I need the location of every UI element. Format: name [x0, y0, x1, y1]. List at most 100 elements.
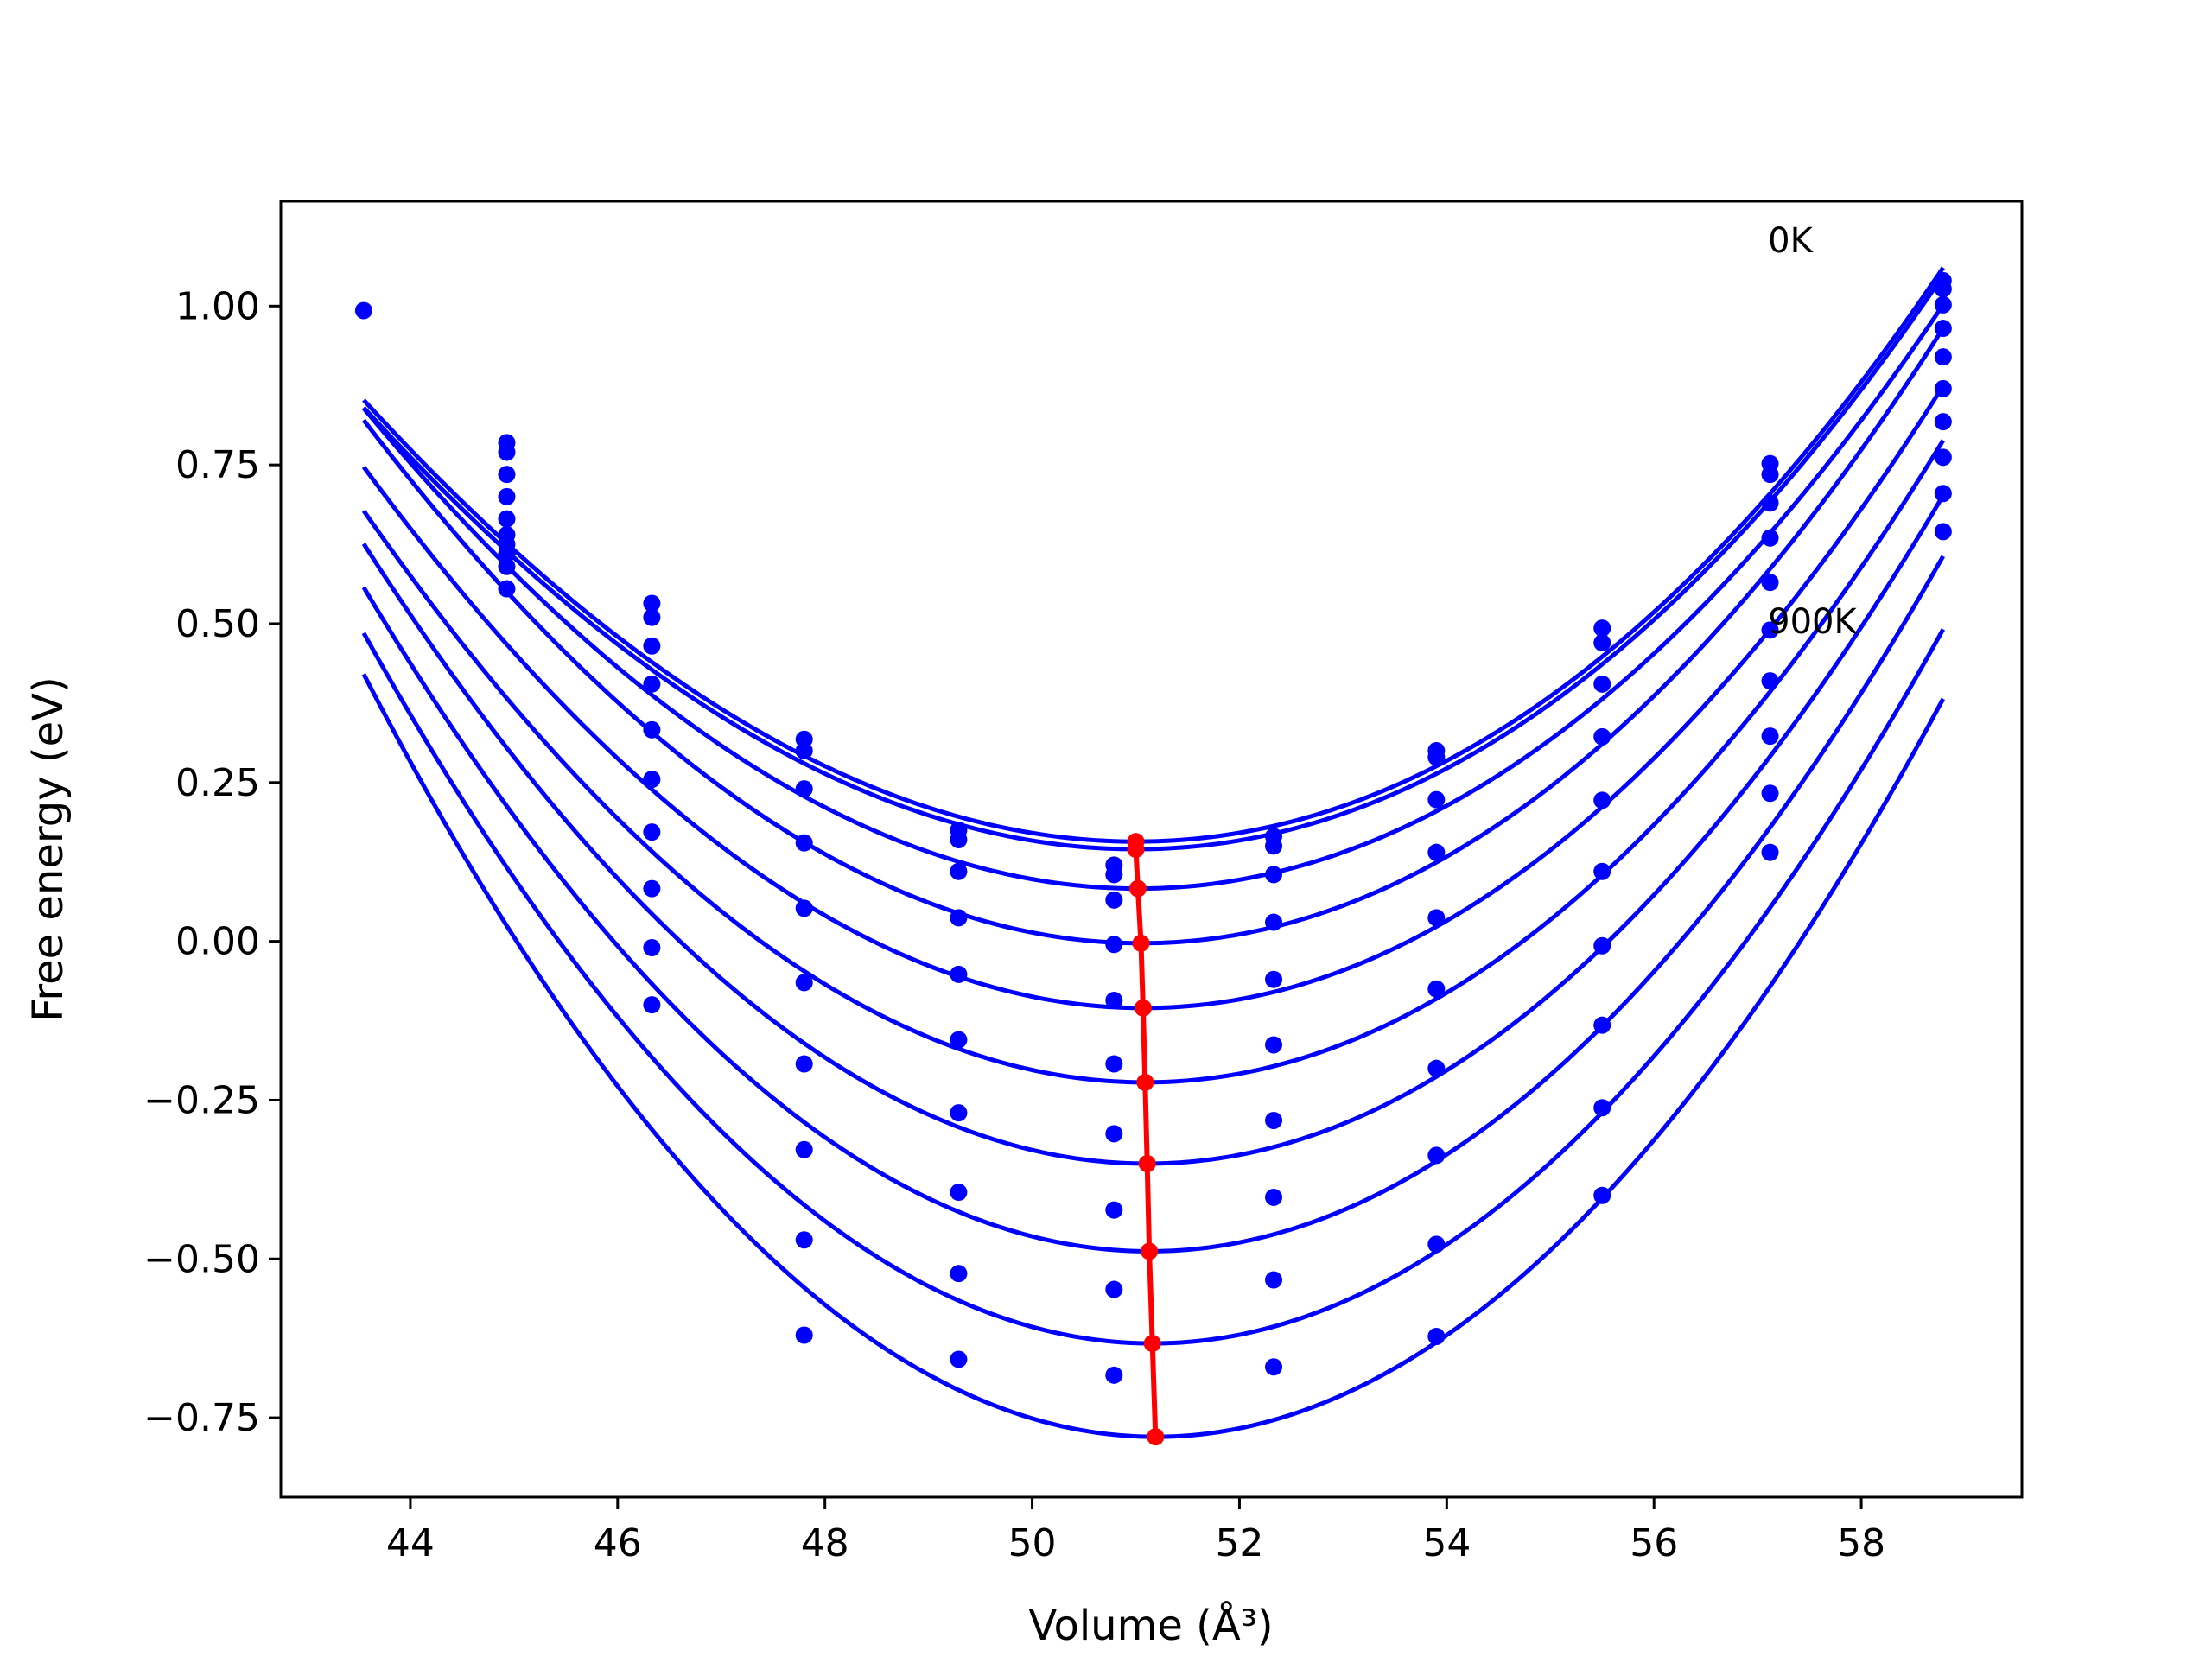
data-point-200K — [1427, 790, 1446, 809]
minimum-point — [1138, 1154, 1156, 1172]
data-point-400K — [1593, 791, 1611, 809]
data-point-700K — [1593, 1016, 1611, 1034]
data-point-700K — [1427, 1146, 1446, 1165]
y-tick-label: 0.00 — [175, 920, 260, 964]
minimum-point — [1143, 1335, 1161, 1353]
data-point-400K — [498, 510, 516, 528]
data-point-200K — [1265, 866, 1283, 884]
temperature-annotations: 0K 900K — [1768, 221, 1858, 642]
data-point-800K — [795, 1231, 813, 1249]
data-point-400K — [950, 965, 968, 983]
x-axis-label: Volume (Å³) — [1028, 1601, 1273, 1650]
x-tick-label: 56 — [1630, 1521, 1678, 1565]
data-point-500K — [1265, 1036, 1283, 1054]
data-point-400K — [643, 720, 661, 739]
data-point-400K — [1934, 348, 1952, 366]
y-tick-label: 0.75 — [175, 443, 260, 487]
data-point-900K — [498, 580, 516, 598]
data-point-0K — [643, 594, 661, 613]
data-point-200K — [643, 637, 661, 655]
y-axis-ticks: −0.75 −0.50 −0.25 0.00 0.25 0.50 0.75 1.00 — [143, 284, 281, 1440]
x-tick-label: 48 — [801, 1521, 849, 1565]
data-point-500K — [795, 974, 813, 992]
data-point-700K — [795, 1140, 813, 1158]
data-point-200K — [1105, 891, 1123, 909]
data-point-100K — [950, 830, 968, 848]
fit-curve-400K — [361, 384, 1945, 1011]
data-point-100K — [1934, 280, 1952, 298]
data-point-100K — [643, 608, 661, 626]
data-point-800K — [1593, 1099, 1611, 1117]
data-point-900K — [643, 996, 661, 1014]
data-point-300K — [1105, 936, 1123, 954]
data-point-500K — [1593, 862, 1611, 880]
fit-curve-500K — [361, 439, 1945, 1085]
data-point-400K — [1105, 992, 1123, 1009]
fit-curve-0K — [362, 266, 1945, 844]
data-point-700K — [498, 545, 516, 563]
fit-curve-700K — [361, 555, 1946, 1254]
data-point-700K — [1934, 448, 1952, 467]
data-point-200K — [1934, 295, 1952, 314]
data-point-600K — [643, 823, 661, 841]
minimum-point — [1128, 879, 1147, 898]
x-tick-label: 50 — [1008, 1521, 1057, 1565]
data-point-0K — [354, 301, 372, 320]
data-point-900K — [1934, 523, 1952, 541]
minimum-point — [1132, 934, 1150, 952]
y-tick-label: 1.00 — [175, 284, 260, 328]
data-point-500K — [1105, 1055, 1123, 1073]
data-point-600K — [1761, 672, 1779, 690]
y-tick-label: 0.50 — [175, 602, 260, 646]
y-tick-label: −0.25 — [143, 1078, 260, 1122]
data-point-900K — [1427, 1327, 1446, 1345]
data-point-600K — [1934, 413, 1952, 431]
data-point-300K — [795, 834, 813, 852]
data-point-700K — [950, 1184, 968, 1202]
temperature-label: 0K — [1768, 221, 1814, 261]
data-point-300K — [1427, 843, 1446, 861]
x-tick-label: 58 — [1837, 1521, 1885, 1565]
y-axis-label: Free energy (eV) — [24, 676, 73, 1021]
data-point-600K — [1105, 1125, 1123, 1143]
y-tick-label: −0.75 — [143, 1396, 260, 1440]
data-point-600K — [1265, 1111, 1283, 1129]
fit-curves — [361, 266, 1946, 1439]
data-point-200K — [950, 862, 968, 880]
fit-curve-800K — [361, 628, 1946, 1346]
x-tick-label: 54 — [1422, 1521, 1471, 1565]
data-point-600K — [795, 1055, 813, 1073]
y-tick-label: −0.50 — [143, 1237, 260, 1281]
data-point-300K — [1265, 913, 1283, 931]
data-point-100K — [1427, 748, 1446, 766]
data-point-400K — [1427, 909, 1446, 927]
data-point-700K — [643, 879, 661, 898]
data-point-300K — [643, 675, 661, 693]
data-point-900K — [1593, 1186, 1611, 1204]
data-point-700K — [1105, 1201, 1123, 1219]
data-point-200K — [1761, 494, 1779, 512]
data-point-200K — [795, 780, 813, 798]
x-tick-label: 44 — [386, 1521, 435, 1565]
data-point-500K — [1761, 621, 1779, 639]
data-point-800K — [1105, 1280, 1123, 1298]
data-point-500K — [643, 771, 661, 789]
data-point-100K — [1105, 866, 1123, 884]
data-point-600K — [950, 1104, 968, 1122]
data-point-400K — [795, 899, 813, 917]
data-point-700K — [1265, 1188, 1283, 1206]
data-point-500K — [1427, 980, 1446, 998]
data-point-900K — [950, 1350, 968, 1368]
y-tick-label: 0.25 — [175, 761, 260, 805]
data-point-100K — [795, 742, 813, 760]
data-point-300K — [950, 909, 968, 927]
data-point-100K — [1761, 466, 1779, 484]
data-point-800K — [1934, 485, 1952, 503]
minimum-point — [1147, 1428, 1165, 1446]
minima-line — [1127, 833, 1165, 1446]
data-point-400K — [1761, 574, 1779, 592]
minimum-point — [1141, 1242, 1159, 1260]
data-point-500K — [950, 1031, 968, 1049]
data-point-0K — [1593, 619, 1611, 638]
